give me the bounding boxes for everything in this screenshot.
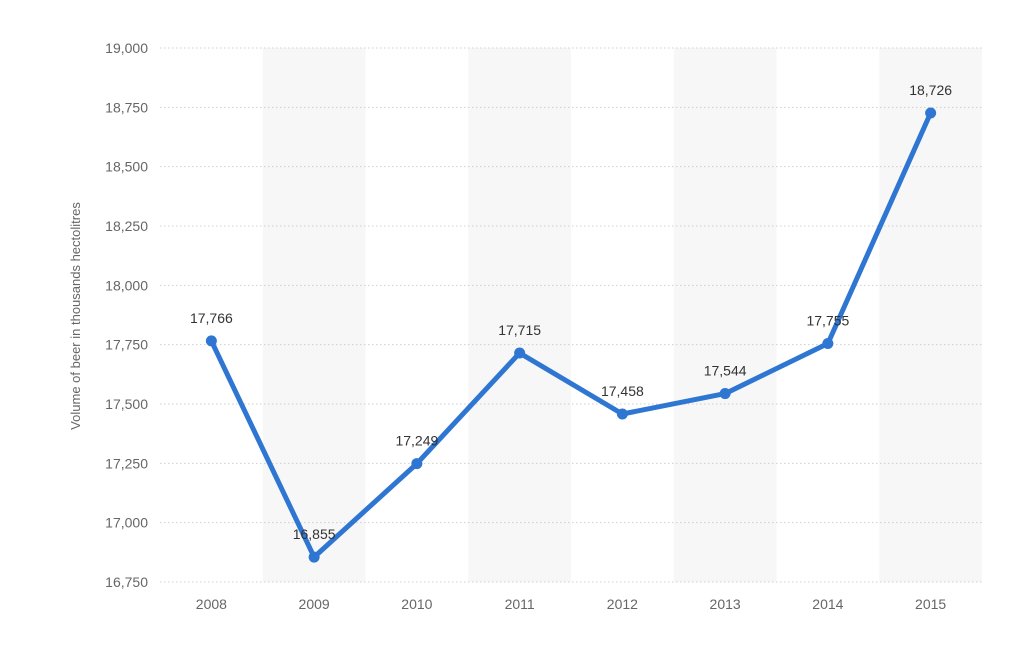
data-label: 17,458 [601, 383, 644, 399]
data-point [514, 347, 526, 359]
x-tick-label: 2011 [505, 596, 535, 612]
x-tick-label: 2015 [915, 596, 946, 612]
column-band [468, 48, 571, 582]
y-tick-label: 18,500 [105, 159, 148, 175]
y-tick-label: 17,000 [105, 515, 148, 531]
column-bands [262, 48, 982, 582]
x-tick-label: 2013 [710, 596, 741, 612]
data-point [719, 388, 731, 400]
y-axis-tick-labels: 16,750 17,000 17,250 17,500 17,750 18,000 18,2… [105, 40, 148, 590]
data-point [411, 458, 423, 470]
y-tick-label: 16,750 [105, 574, 148, 590]
data-label: 16,855 [293, 526, 336, 542]
x-tick-label: 2010 [401, 596, 432, 612]
y-axis-title: Volume of beer in thousands hectolitres [68, 202, 83, 430]
y-tick-label: 17,750 [105, 337, 148, 353]
series-line [208, 110, 934, 560]
data-point [205, 335, 217, 347]
data-point [616, 408, 628, 420]
y-tick-label: 18,250 [105, 218, 148, 234]
y-tick-label: 18,750 [105, 99, 148, 115]
data-point [925, 107, 937, 119]
x-tick-label: 2009 [299, 596, 330, 612]
column-band [879, 48, 982, 582]
data-label: 17,249 [395, 433, 438, 449]
data-points [205, 107, 937, 563]
x-tick-label: 2014 [812, 596, 843, 612]
data-label: 18,726 [909, 82, 952, 98]
column-band [262, 48, 366, 582]
column-band [673, 48, 777, 582]
y-tick-label: 17,250 [105, 455, 148, 471]
gridlines [160, 47, 982, 583]
data-point [822, 337, 834, 349]
y-tick-label: 18,000 [105, 277, 148, 293]
data-label: 17,755 [806, 312, 849, 328]
data-labels: 17,766 16,855 17,249 17,715 17,458 17,544 17,7… [190, 82, 952, 542]
series-line-group [208, 110, 934, 560]
data-label: 17,544 [704, 363, 747, 379]
x-tick-label: 2012 [607, 596, 638, 612]
x-tick-label: 2008 [196, 596, 227, 612]
data-label: 17,715 [498, 322, 541, 338]
data-label: 17,766 [190, 310, 233, 326]
y-tick-label: 19,000 [105, 40, 148, 56]
y-tick-label: 17,500 [105, 396, 148, 412]
data-point [308, 551, 320, 563]
x-axis-tick-labels: 2008 2009 2010 2011 2012 2013 2014 2015 [196, 596, 947, 612]
